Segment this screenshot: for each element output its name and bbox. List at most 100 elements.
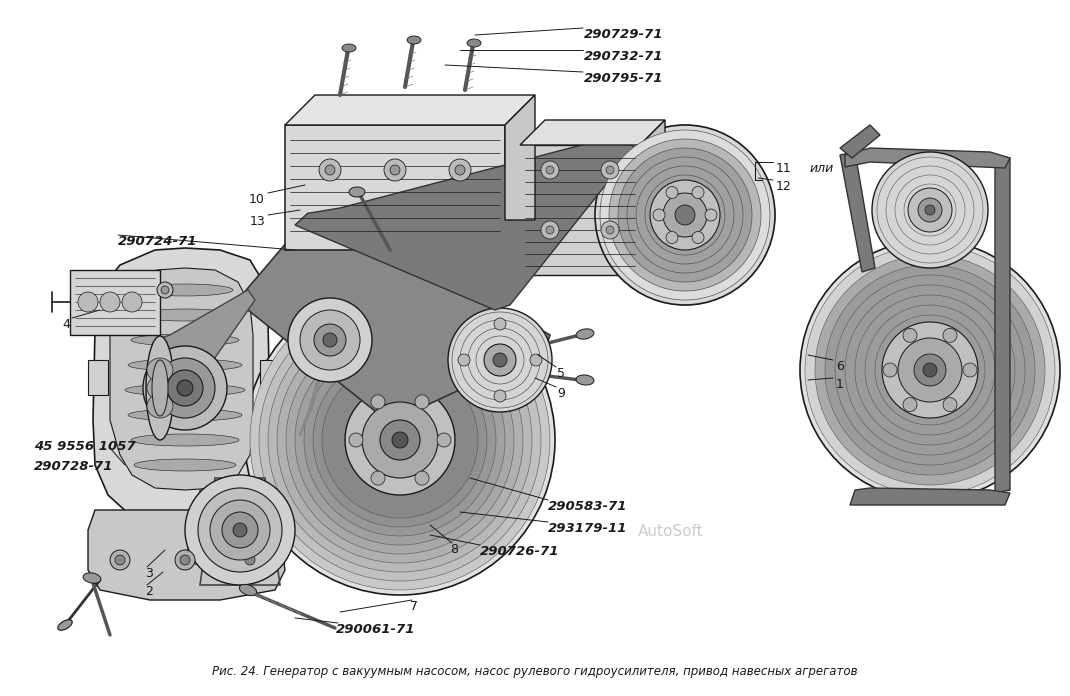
- Circle shape: [268, 308, 532, 572]
- Circle shape: [546, 226, 554, 234]
- Circle shape: [304, 344, 496, 536]
- Ellipse shape: [128, 409, 242, 421]
- Text: 290729-71: 290729-71: [584, 28, 663, 41]
- Circle shape: [898, 338, 962, 402]
- Polygon shape: [520, 120, 664, 145]
- Bar: [260, 360, 280, 395]
- Circle shape: [865, 305, 995, 435]
- Circle shape: [666, 232, 678, 244]
- Polygon shape: [295, 135, 635, 310]
- Circle shape: [618, 148, 752, 282]
- Text: 5: 5: [557, 367, 565, 380]
- Circle shape: [300, 310, 360, 370]
- Circle shape: [245, 555, 255, 565]
- Ellipse shape: [240, 585, 257, 596]
- Circle shape: [654, 184, 716, 246]
- Ellipse shape: [147, 358, 173, 382]
- Circle shape: [349, 433, 363, 447]
- Circle shape: [167, 370, 203, 406]
- Circle shape: [924, 205, 935, 215]
- Circle shape: [415, 395, 429, 409]
- Circle shape: [198, 488, 282, 572]
- Circle shape: [221, 512, 258, 548]
- Circle shape: [705, 209, 717, 221]
- Circle shape: [494, 318, 506, 330]
- Ellipse shape: [134, 309, 236, 321]
- Bar: [88, 360, 108, 395]
- Circle shape: [323, 333, 337, 347]
- Text: 45 9556 1057: 45 9556 1057: [34, 440, 136, 453]
- Circle shape: [177, 380, 193, 396]
- Circle shape: [653, 209, 664, 221]
- Circle shape: [175, 550, 195, 570]
- Circle shape: [437, 433, 450, 447]
- Text: 8: 8: [450, 543, 458, 556]
- Circle shape: [371, 471, 385, 485]
- Circle shape: [322, 362, 478, 518]
- Circle shape: [110, 550, 129, 570]
- Circle shape: [455, 165, 465, 175]
- Circle shape: [606, 226, 614, 234]
- Circle shape: [943, 397, 957, 411]
- Circle shape: [825, 265, 1035, 475]
- Circle shape: [210, 500, 270, 560]
- Circle shape: [606, 166, 614, 174]
- Ellipse shape: [152, 360, 168, 416]
- Text: 12: 12: [776, 180, 792, 193]
- Circle shape: [362, 402, 438, 478]
- Text: 290795-71: 290795-71: [584, 72, 663, 85]
- Bar: [285, 125, 505, 250]
- Circle shape: [155, 358, 215, 418]
- Circle shape: [392, 432, 408, 448]
- Circle shape: [609, 139, 761, 291]
- Circle shape: [449, 159, 471, 181]
- Circle shape: [882, 322, 978, 418]
- Circle shape: [100, 292, 120, 312]
- Polygon shape: [615, 155, 664, 245]
- Circle shape: [601, 161, 620, 179]
- Ellipse shape: [467, 39, 482, 47]
- Circle shape: [627, 157, 743, 273]
- Circle shape: [314, 353, 487, 527]
- Circle shape: [675, 205, 696, 225]
- Circle shape: [319, 159, 341, 181]
- Polygon shape: [840, 125, 880, 158]
- Ellipse shape: [83, 573, 101, 583]
- Circle shape: [666, 187, 678, 198]
- Circle shape: [530, 354, 542, 366]
- Circle shape: [122, 292, 142, 312]
- Circle shape: [493, 353, 507, 367]
- Polygon shape: [242, 210, 550, 420]
- Circle shape: [845, 285, 1015, 455]
- Text: 290728-71: 290728-71: [34, 460, 113, 473]
- Text: AutoSoft: AutoSoft: [638, 524, 704, 539]
- Text: 9: 9: [557, 387, 565, 400]
- Circle shape: [855, 295, 1005, 445]
- Circle shape: [250, 290, 550, 590]
- Text: 290583-71: 290583-71: [548, 500, 627, 513]
- Circle shape: [541, 161, 559, 179]
- Ellipse shape: [146, 336, 174, 440]
- Circle shape: [903, 329, 917, 342]
- Circle shape: [448, 308, 552, 412]
- Circle shape: [908, 188, 952, 232]
- Polygon shape: [185, 488, 265, 565]
- Text: или: или: [810, 162, 835, 175]
- Ellipse shape: [131, 334, 239, 346]
- Circle shape: [245, 285, 555, 595]
- Circle shape: [389, 165, 400, 175]
- Text: Рис. 24. Генератор с вакуумным насосом, насос рулевого гидроусилителя, привод на: Рис. 24. Генератор с вакуумным насосом, …: [212, 665, 858, 678]
- Text: 290726-71: 290726-71: [480, 545, 560, 558]
- Circle shape: [914, 354, 946, 386]
- Text: 6: 6: [836, 360, 844, 373]
- Ellipse shape: [128, 359, 242, 371]
- Circle shape: [645, 175, 725, 255]
- Text: 290732-71: 290732-71: [584, 50, 663, 63]
- Polygon shape: [520, 145, 640, 275]
- Circle shape: [663, 193, 707, 237]
- Text: 2: 2: [146, 585, 153, 598]
- Polygon shape: [845, 148, 1010, 168]
- Circle shape: [314, 324, 346, 356]
- Circle shape: [903, 397, 917, 411]
- Text: 11: 11: [776, 162, 792, 175]
